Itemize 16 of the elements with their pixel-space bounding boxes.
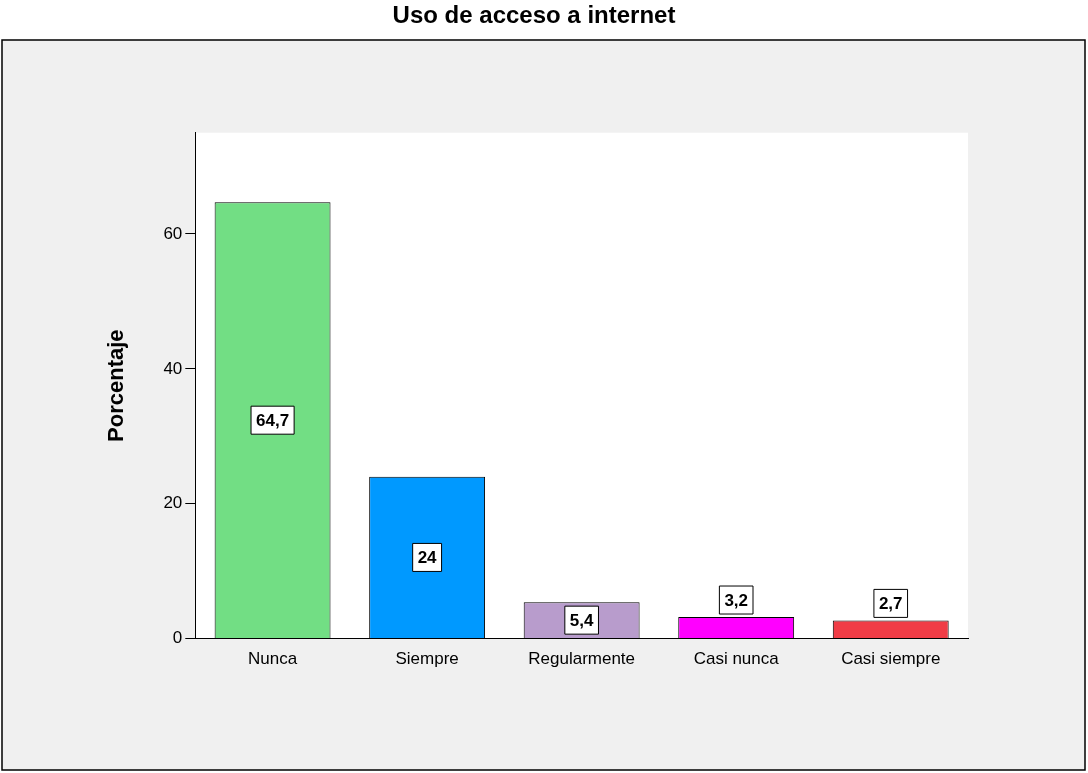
y-tick-label: 20 — [163, 493, 183, 513]
data-label: 24 — [417, 548, 438, 568]
data-label: 3,2 — [724, 590, 749, 610]
y-tick-label: 60 — [163, 223, 183, 243]
x-tick-label: Casi siempre — [841, 649, 941, 669]
x-tick-label: Regularmente — [528, 649, 636, 669]
y-tick-label: 0 — [172, 628, 183, 648]
x-tick-label: Nunca — [248, 649, 298, 669]
x-tick-label: Siempre — [395, 649, 459, 669]
y-tick-label: 40 — [163, 358, 183, 378]
data-label: 2,7 — [878, 594, 903, 614]
chart-title: Uso de acceso a internet — [392, 1, 676, 29]
y-axis-title: Porcentaje — [103, 329, 129, 442]
x-tick-label: Casi nunca — [693, 649, 780, 669]
data-label: 5,4 — [569, 610, 595, 630]
data-label: 64,7 — [256, 410, 290, 430]
